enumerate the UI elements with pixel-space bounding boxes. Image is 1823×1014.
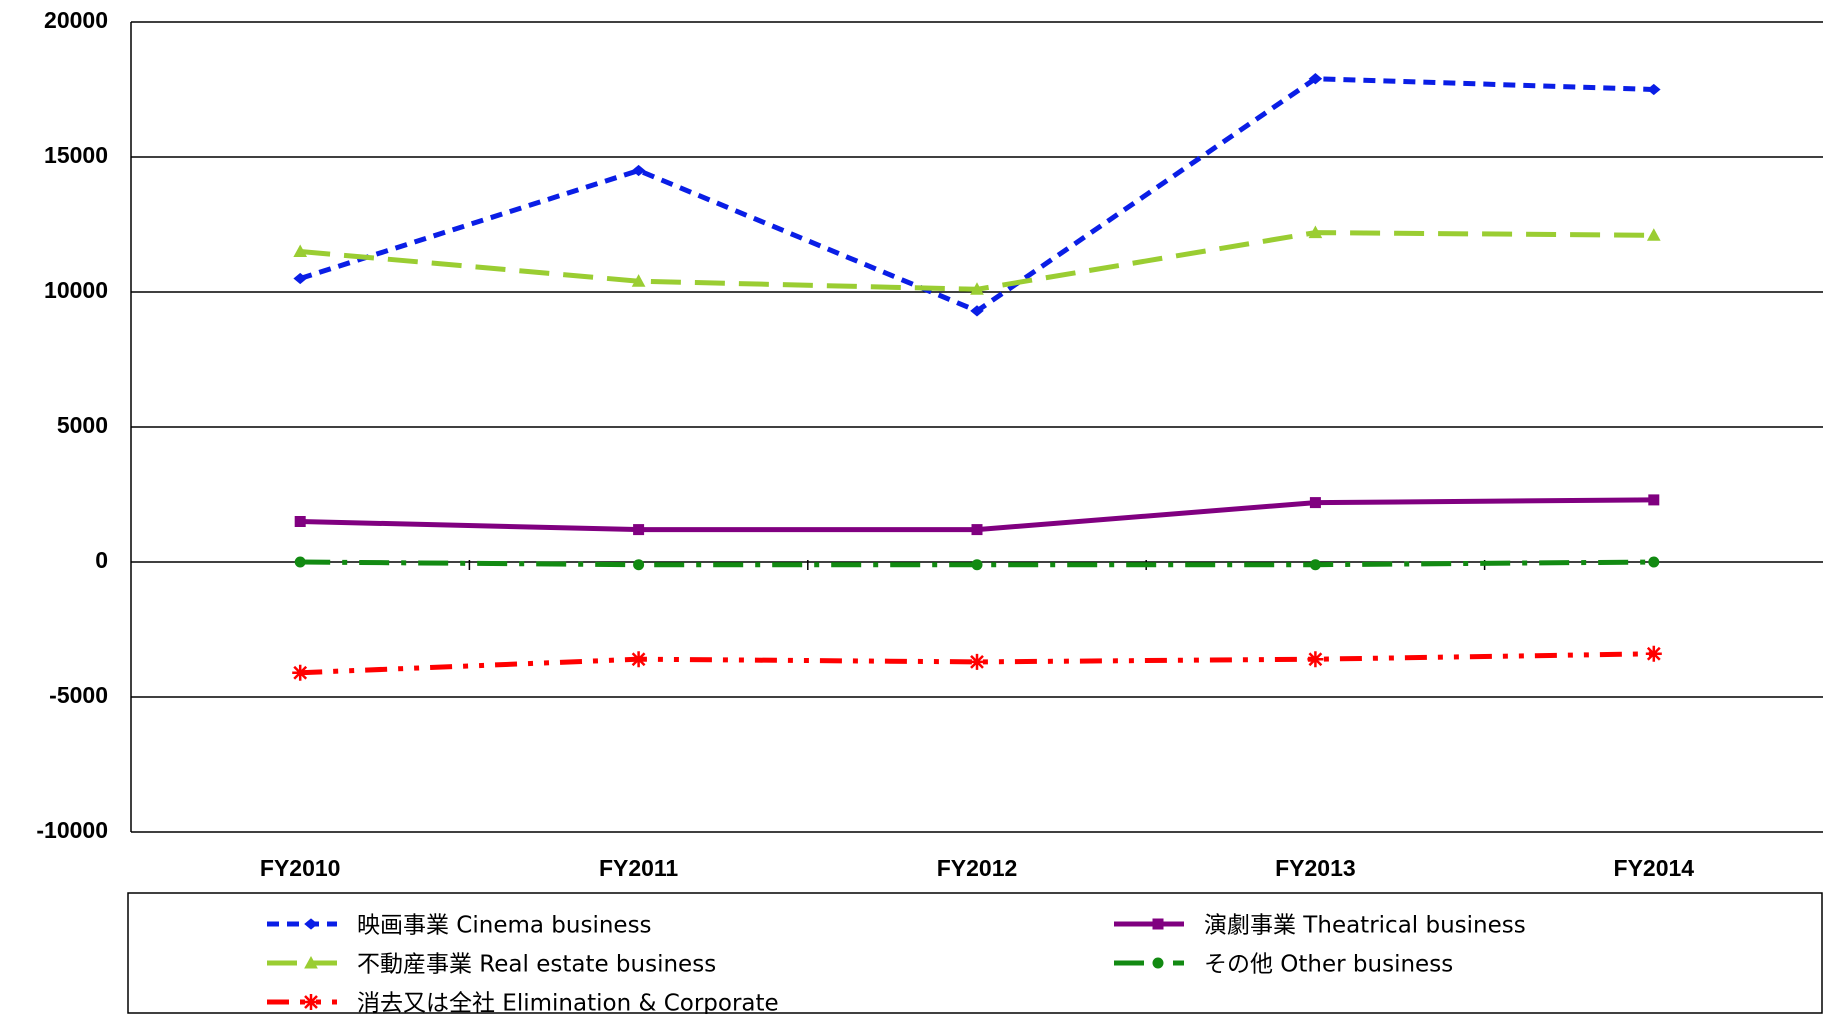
data-point: [1648, 556, 1660, 568]
data-point: [1646, 228, 1661, 241]
y-tick-label: 20000: [44, 7, 108, 33]
y-tick-label: -10000: [36, 817, 108, 843]
data-point: [969, 653, 985, 670]
data-point: [1308, 73, 1323, 85]
legend-label: 演劇事業 Theatrical business: [1204, 913, 1526, 939]
x-tick-label: FY2011: [599, 855, 678, 881]
y-tick-label: 15000: [44, 142, 108, 168]
data-point: [294, 556, 306, 568]
data-point: [630, 651, 647, 668]
data-point: [294, 516, 306, 527]
legend-marker: [304, 918, 318, 930]
data-point: [631, 164, 646, 177]
legend-label: 消去又は全社 Elimination & Corporate: [357, 991, 779, 1014]
x-tick-label: FY2012: [937, 855, 1018, 881]
data-point: [1645, 645, 1662, 662]
data-point: [970, 305, 984, 317]
data-point: [292, 664, 309, 681]
data-point: [971, 559, 983, 571]
legend-marker: [1152, 957, 1164, 969]
y-tick-label: -5000: [49, 682, 108, 708]
series-line: [299, 230, 1654, 292]
series-line: [299, 76, 1654, 314]
x-tick-label: FY2010: [260, 855, 341, 881]
legend-label: 映画事業 Cinema business: [357, 913, 652, 939]
y-tick-label: 5000: [57, 412, 108, 438]
data-point: [1308, 225, 1323, 239]
data-point: [1647, 83, 1661, 96]
legend-marker: [1152, 918, 1164, 930]
data-point: [631, 274, 646, 287]
data-point: [293, 244, 308, 257]
y-tick-label: 0: [95, 547, 108, 573]
data-point: [1309, 497, 1321, 509]
x-tick-label: FY2013: [1275, 855, 1356, 881]
data-point: [1648, 494, 1660, 506]
legend-marker: [303, 994, 319, 1010]
data-point: [970, 282, 984, 295]
legend-marker: [304, 955, 318, 969]
data-point: [293, 272, 307, 285]
data-point: [1307, 651, 1324, 668]
legend-box: [127, 892, 1823, 1014]
x-tick-label: FY2014: [1614, 855, 1695, 881]
y-tick-label: 10000: [44, 277, 108, 303]
legend-label: その他 Other business: [1204, 952, 1453, 978]
data-point: [633, 559, 645, 571]
legend-label: 不動産事業 Real estate business: [357, 952, 716, 978]
data-point: [633, 524, 645, 536]
data-point: [1309, 559, 1321, 571]
data-point: [971, 524, 983, 536]
